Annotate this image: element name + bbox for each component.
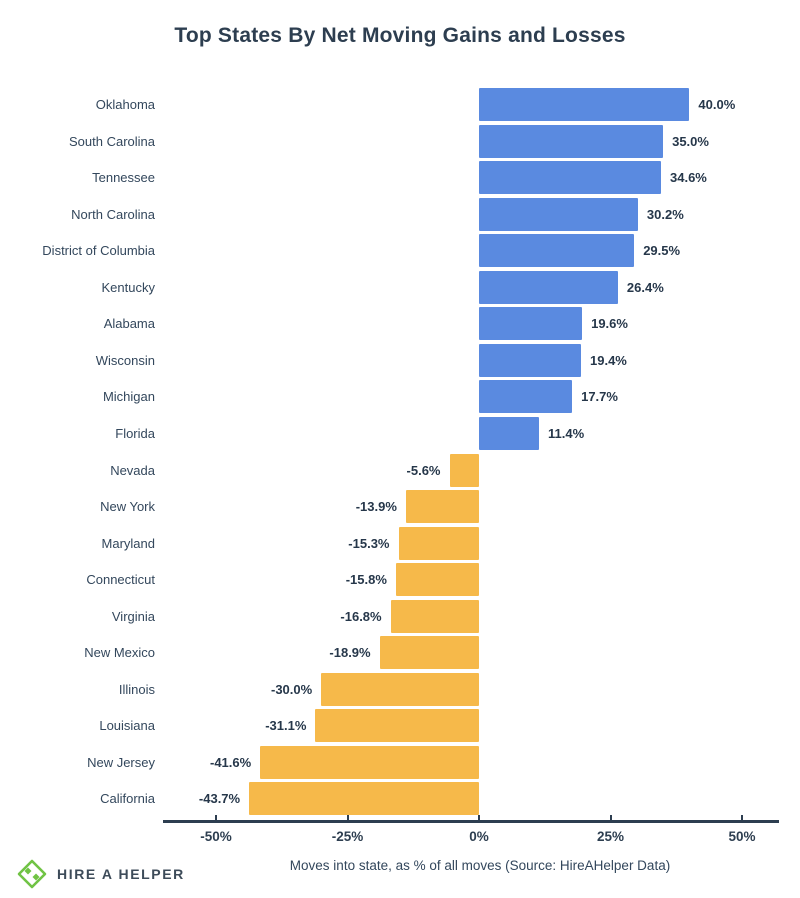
bar-value-label: 26.4% [626, 280, 664, 295]
bar-value-label: 17.7% [581, 389, 618, 404]
bar-value-label: -43.7% [198, 791, 241, 806]
bar [321, 673, 479, 706]
bar-value-label: -30.0% [271, 682, 313, 697]
bar [479, 271, 618, 304]
bar-value-label: -16.8% [340, 609, 382, 624]
bar-value-label: 34.6% [670, 170, 707, 185]
bar-value-label: 30.2% [646, 207, 684, 222]
bar [315, 709, 479, 742]
category-axis: Oklahoma South Carolina Tennessee North Car… [0, 88, 155, 820]
brand-logo-text: HIRE A HELPER [57, 866, 185, 882]
category-label: District of Columbia [42, 243, 155, 258]
bar [479, 125, 664, 158]
x-tick-mark [609, 815, 612, 820]
category-label: Kentucky [101, 280, 155, 295]
category-label: Nevada [110, 463, 155, 478]
brand-logo: HIRE A HELPER [16, 856, 185, 892]
bar [390, 600, 479, 633]
category-label: Oklahoma [95, 97, 155, 112]
bar-value-label: 29.5% [643, 243, 681, 258]
plot-area: 40.0% 35.0% 34.6% 30.2% 29.5% 26.4% 19.6% 19.4%… [163, 88, 779, 820]
bar [479, 344, 581, 377]
category-label: Alabama [103, 316, 155, 331]
category-label: Louisiana [99, 718, 155, 733]
category-label: Michigan [102, 389, 155, 404]
chart-title: Top States By Net Moving Gains and Losse… [174, 24, 626, 47]
category-label: Tennessee [92, 170, 155, 185]
bar [260, 746, 479, 779]
category-label: Florida [115, 426, 155, 441]
x-tick-label: 25% [596, 829, 625, 844]
bar [249, 782, 479, 815]
bar-value-label: 11.4% [548, 426, 585, 441]
x-tick-mark [346, 815, 349, 820]
category-label: South Carolina [69, 134, 155, 149]
x-tick-label: 0% [469, 829, 489, 844]
bar [479, 234, 635, 267]
bar-value-label: -15.3% [348, 536, 390, 551]
bar-value-label: -5.6% [406, 463, 441, 478]
bar-value-label: 19.6% [591, 316, 628, 331]
category-label: California [100, 791, 155, 806]
bar [398, 527, 479, 560]
category-label: Virginia [111, 609, 155, 624]
bar [379, 636, 479, 669]
bar-value-label: -41.6% [210, 755, 252, 770]
bar [449, 454, 479, 487]
diamond-logo-icon [17, 859, 47, 889]
category-label: New Mexico [84, 645, 155, 660]
x-tick-label: -25% [331, 829, 364, 844]
bar [479, 88, 690, 121]
bar-value-label: -13.9% [355, 499, 397, 514]
category-label: Connecticut [86, 572, 155, 587]
category-label: New Jersey [87, 755, 155, 770]
bar [405, 490, 479, 523]
bar [395, 563, 479, 596]
bar-value-label: 40.0% [698, 97, 736, 112]
category-label: New York [100, 499, 155, 514]
x-tick-mark [478, 815, 480, 820]
x-axis: -50% -25% 0% 25% 50% [163, 815, 779, 870]
x-tick-mark [741, 815, 743, 820]
category-label: Maryland [101, 536, 155, 551]
bar-value-label: -18.9% [329, 645, 371, 660]
bar [479, 307, 583, 340]
bar-value-label: -31.1% [265, 718, 307, 733]
bar-value-label: 19.4% [590, 353, 627, 368]
category-label: Illinois [118, 682, 155, 697]
bar [479, 417, 539, 450]
bar-value-label: 35.0% [672, 134, 709, 149]
category-label: North Carolina [71, 207, 155, 222]
x-tick-label: -50% [200, 829, 232, 844]
category-label: Wisconsin [95, 353, 155, 368]
x-axis-line [163, 820, 779, 823]
x-tick-label: 50% [728, 829, 756, 844]
bar [479, 380, 573, 413]
bar [479, 198, 638, 231]
x-tick-mark [215, 815, 217, 820]
bar [479, 161, 661, 194]
bar-value-label: -15.8% [345, 572, 387, 587]
x-axis-title: Moves into state, as % of all moves (Sou… [289, 858, 671, 873]
